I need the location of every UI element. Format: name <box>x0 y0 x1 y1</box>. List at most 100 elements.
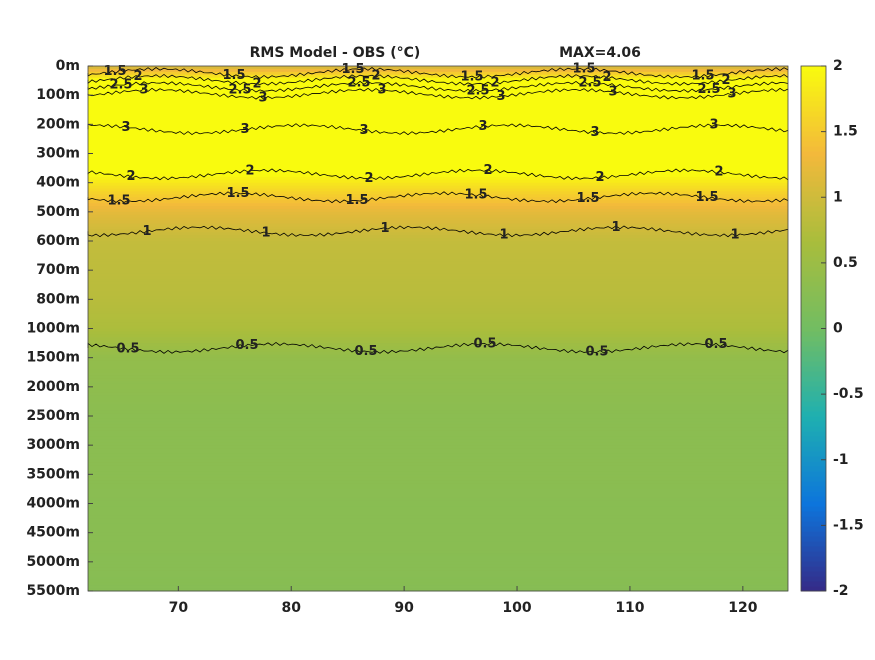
colorbar-cell <box>801 366 826 372</box>
field-blend <box>88 290 788 294</box>
colorbar-tick-label: 1.5 <box>833 124 858 140</box>
field-blend <box>88 208 788 213</box>
field-blend <box>88 576 788 580</box>
field-blend <box>88 471 788 475</box>
colorbar-tick-label: 2 <box>833 58 843 74</box>
field-blend <box>88 136 788 140</box>
field-blend <box>88 550 788 554</box>
colorbar-cell <box>801 461 826 467</box>
y-tick-label: 3500m <box>26 466 80 482</box>
field-blend <box>88 220 788 224</box>
y-tick-label: 5000m <box>26 554 80 570</box>
colorbar-cell <box>801 326 826 332</box>
field-blend <box>88 325 788 329</box>
field-blend <box>88 223 788 227</box>
field-blend <box>88 203 788 207</box>
colorbar-cell <box>801 251 826 257</box>
field-blend <box>88 118 788 122</box>
contour-label: 2 <box>371 69 380 84</box>
field-blend <box>88 103 788 108</box>
contour-label: 1.5 <box>341 62 364 77</box>
colorbar-cell <box>801 506 826 512</box>
field-blend <box>88 112 788 117</box>
colorbar-cell <box>801 411 826 417</box>
colorbar-cell <box>801 331 826 337</box>
field-blend <box>88 526 788 531</box>
field-blend <box>88 459 788 464</box>
contour-label: 2 <box>714 165 723 180</box>
colorbar-cell <box>801 481 826 487</box>
colorbar-cell <box>801 456 826 462</box>
field-blend <box>88 331 788 335</box>
colorbar-cell <box>801 576 826 582</box>
field-blend <box>88 416 788 420</box>
field-blend <box>88 235 788 239</box>
y-tick-label: 800m <box>36 291 80 307</box>
y-tick-label: 2500m <box>26 408 80 424</box>
colorbar-cell <box>801 271 826 277</box>
field-blend <box>88 89 788 93</box>
field-blend <box>88 398 788 402</box>
field-blend <box>88 582 788 586</box>
field-blend <box>88 448 788 452</box>
field-blend <box>88 558 788 563</box>
contour-label: 3 <box>121 120 130 135</box>
field-blend <box>88 316 788 321</box>
field-blend <box>88 281 788 286</box>
field-blend <box>88 121 788 125</box>
contour-label: 2.5 <box>347 75 370 90</box>
colorbar-cell <box>801 296 826 302</box>
field-blend <box>88 541 788 545</box>
field-blend <box>88 503 788 507</box>
field-blend <box>88 200 788 204</box>
field-blend <box>88 217 788 222</box>
y-tick-label: 1500m <box>26 350 80 366</box>
field-blend <box>88 532 788 537</box>
y-tick-label: 0m <box>56 58 80 74</box>
field-blend <box>88 267 788 271</box>
field-blend <box>88 162 788 166</box>
field-blend <box>88 252 788 257</box>
contour-label: 3 <box>709 118 718 133</box>
colorbar-cell <box>801 266 826 272</box>
field-blend <box>88 529 788 534</box>
contour-label: 1.5 <box>460 69 483 84</box>
field-blend <box>88 442 788 446</box>
contour-label: 1.5 <box>103 64 126 79</box>
field-blend <box>88 535 788 539</box>
contour-label: 0.5 <box>585 344 608 359</box>
contour-label: 1.5 <box>226 186 249 201</box>
field-blend <box>88 421 788 426</box>
field-blend <box>88 305 788 309</box>
y-tick-label: 2000m <box>26 379 80 395</box>
field-blend <box>88 156 788 160</box>
colorbar-cell <box>801 531 826 537</box>
colorbar-cell <box>801 166 826 172</box>
colorbar-cell <box>801 241 826 247</box>
colorbar-cell <box>801 566 826 572</box>
field-blend <box>88 346 788 350</box>
contour-line <box>87 191 789 204</box>
colorbar-cell <box>801 451 826 457</box>
field-blend <box>88 276 788 280</box>
field-blend <box>88 483 788 487</box>
field-blend <box>88 579 788 583</box>
colorbar-cell <box>801 561 826 567</box>
contour-label: 2 <box>721 73 730 88</box>
field-blend <box>88 106 788 111</box>
field-blend <box>88 214 788 219</box>
contour-label: 2 <box>483 163 492 178</box>
colorbar-cell <box>801 151 826 157</box>
field-blend <box>88 334 788 338</box>
contour-line <box>87 67 789 79</box>
x-tick-label: 90 <box>394 600 414 616</box>
field-blend <box>88 383 788 388</box>
field-blend <box>88 585 788 589</box>
colorbar-cell <box>801 91 826 97</box>
field-blend <box>88 173 788 178</box>
colorbar-cell <box>801 361 826 367</box>
colorbar-cell <box>801 146 826 152</box>
colorbar-cell <box>801 511 826 517</box>
colorbar-cell <box>801 291 826 297</box>
colorbar-cell <box>801 66 826 72</box>
